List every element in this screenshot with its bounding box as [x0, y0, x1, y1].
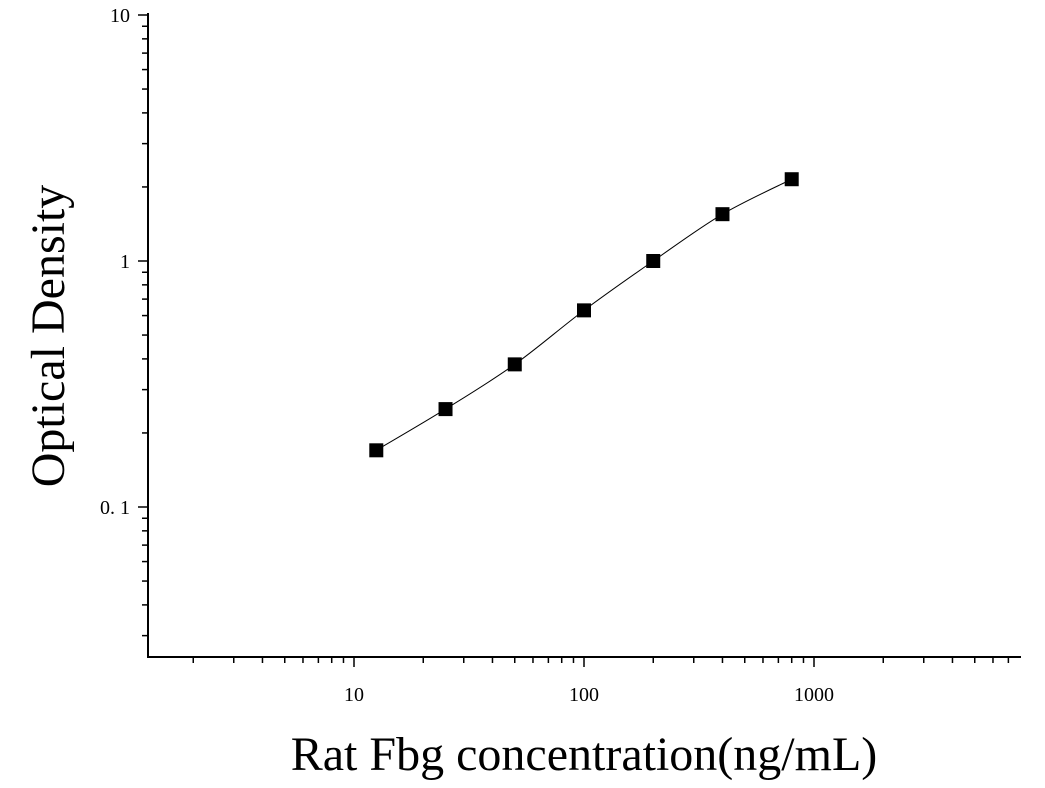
data-point-marker	[507, 357, 522, 372]
ticks	[138, 14, 1010, 667]
data-point-marker	[784, 172, 799, 187]
x-axis-title: Rat Fbg concentration(ng/mL)	[291, 728, 878, 781]
data-point-marker	[438, 402, 453, 417]
axes	[147, 13, 1021, 658]
y-tick-label: 1	[120, 251, 130, 273]
y-axis-title: Optical Density	[22, 185, 75, 488]
y-tick-label: 10	[110, 5, 130, 27]
data-markers	[369, 172, 799, 458]
data-point-marker	[369, 443, 384, 458]
tick-labels: 10 100 1000 0. 1 1 10	[100, 5, 834, 706]
x-tick-label: 1000	[794, 684, 834, 706]
data-point-marker	[715, 207, 730, 222]
y-tick-label: 0. 1	[100, 497, 130, 519]
data-point-marker	[646, 254, 661, 268]
x-tick-label: 10	[344, 684, 364, 706]
data-point-marker	[577, 303, 591, 318]
x-tick-label: 100	[569, 684, 599, 706]
